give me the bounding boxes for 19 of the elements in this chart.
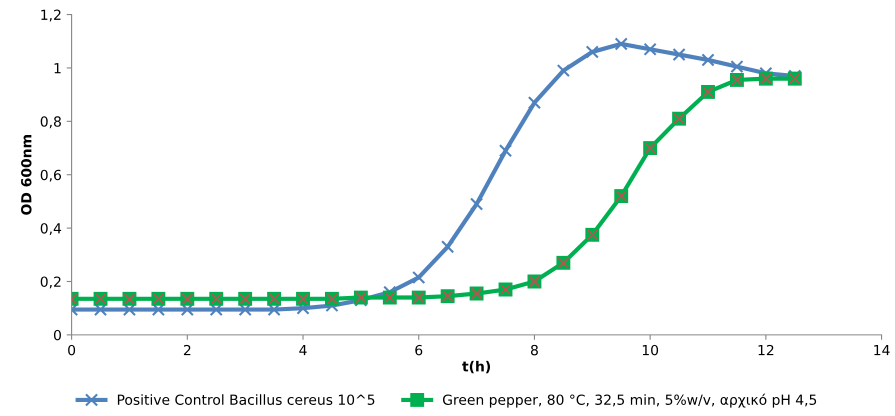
legend-label: Positive Control Bacillus cereus 10^5 [118, 394, 374, 405]
x-tick-label: 4 [299, 345, 307, 356]
x-tick-label: 14 [874, 345, 890, 356]
x-tick-label: 6 [415, 344, 422, 356]
x-tick-label: 12 [758, 344, 774, 356]
y-tick-label: 0,8 [40, 116, 61, 128]
y-tick-label: 0 [54, 330, 61, 340]
legend-label: Green pepper, 80 °C, 32,5 min, 5%w/v, αρχικό pH 4,5 [442, 394, 816, 408]
y-tick-label: 0,2 [40, 276, 60, 288]
x-tick-label: 0 [68, 344, 76, 356]
y-tick-label: 0,4 [40, 223, 62, 235]
x-tick-label: 2 [184, 344, 190, 356]
y-tick-label: 1,2 [41, 10, 60, 22]
y-tick-label: 1 [54, 63, 61, 74]
y-tick-label: 0,6 [40, 170, 62, 182]
x-axis-title: t(h) [462, 360, 490, 374]
x-tick-label: 8 [530, 344, 538, 356]
y-axis-title: OD 600nm [21, 135, 32, 215]
x-tick-label: 10 [642, 344, 658, 356]
